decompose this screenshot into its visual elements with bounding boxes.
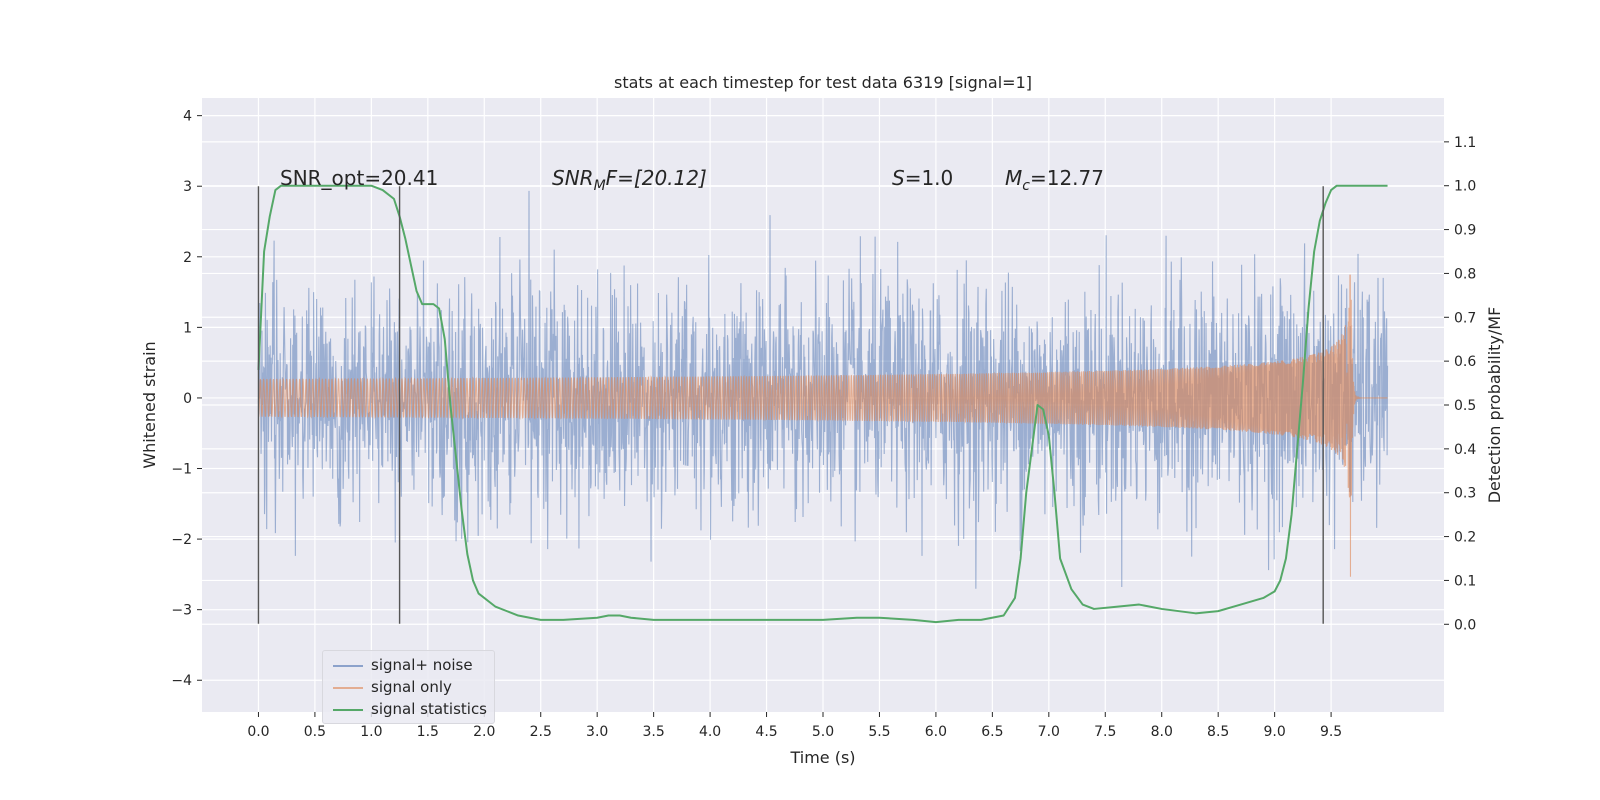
legend-item-signal-statistics: signal statistics bbox=[323, 698, 494, 720]
y-left-tick-label-1: −3 bbox=[171, 603, 192, 619]
x-tick-label-16: 8.0 bbox=[1151, 724, 1173, 740]
legend-label-signal-only: signal only bbox=[371, 678, 452, 696]
x-tick-label-5: 2.5 bbox=[530, 724, 552, 740]
y-right-tick-label-5: 0.5 bbox=[1454, 398, 1476, 414]
legend-swatch-signal-only bbox=[333, 687, 363, 689]
x-tick-label-1: 0.5 bbox=[304, 724, 326, 740]
annotation-mc: Mc=12.77 bbox=[1005, 166, 1104, 194]
y-right-tick-label-1: 0.1 bbox=[1454, 573, 1476, 589]
x-tick-label-11: 5.5 bbox=[868, 724, 890, 740]
x-tick-label-9: 4.5 bbox=[755, 724, 777, 740]
legend-item-signal-noise: signal+ noise bbox=[323, 654, 494, 676]
y-left-tick-label-7: 3 bbox=[183, 179, 192, 195]
y-left-tick-label-5: 1 bbox=[183, 320, 192, 336]
x-tick-label-18: 9.0 bbox=[1264, 724, 1286, 740]
x-tick-label-12: 6.0 bbox=[925, 724, 947, 740]
y-right-tick-label-6: 0.6 bbox=[1454, 354, 1476, 370]
y-right-tick-label-7: 0.7 bbox=[1454, 310, 1476, 326]
y-axis-label-left: Whitened strain bbox=[140, 341, 159, 468]
annotation-s: S=1.0 bbox=[892, 166, 953, 190]
annotation-s-value: =1.0 bbox=[905, 166, 954, 190]
y-right-tick-label-3: 0.3 bbox=[1454, 486, 1476, 502]
x-tick-label-8: 4.0 bbox=[699, 724, 721, 740]
annotation-snr-mf: SNRMF=[20.12] bbox=[552, 166, 707, 194]
legend-label-signal-statistics: signal statistics bbox=[371, 700, 488, 718]
annotation-mc-sub: c bbox=[1022, 178, 1030, 194]
x-tick-label-13: 6.5 bbox=[981, 724, 1003, 740]
x-tick-label-15: 7.5 bbox=[1094, 724, 1116, 740]
annotation-s-label: S bbox=[892, 166, 905, 190]
y-left-tick-label-0: −4 bbox=[171, 673, 192, 689]
y-axis-label-right: Detection probability/MF bbox=[1485, 307, 1504, 504]
signal-statistics-line bbox=[257, 184, 1388, 624]
annotation-mc-label: M bbox=[1005, 166, 1022, 190]
x-tick-label-3: 1.5 bbox=[417, 724, 439, 740]
y-right-tick-label-8: 0.8 bbox=[1454, 266, 1476, 282]
x-tick-label-19: 9.5 bbox=[1320, 724, 1342, 740]
annotation-snr-opt: SNR_opt=20.41 bbox=[280, 166, 438, 190]
legend-item-signal-only: signal only bbox=[323, 676, 494, 698]
y-left-tick-label-4: 0 bbox=[183, 391, 192, 407]
x-tick-label-0: 0.0 bbox=[247, 724, 269, 740]
annotation-snr-mf-sub: M bbox=[594, 178, 606, 194]
y-left-tick-label-2: −2 bbox=[171, 532, 192, 548]
vertical-markers bbox=[257, 186, 1324, 624]
legend: signal+ noise signal only signal statist… bbox=[322, 650, 495, 724]
legend-label-signal-noise: signal+ noise bbox=[371, 656, 473, 674]
x-tick-label-14: 7.0 bbox=[1038, 724, 1060, 740]
legend-swatch-signal-noise bbox=[333, 665, 363, 667]
y-left-tick-label-8: 4 bbox=[183, 109, 192, 125]
x-tick-label-4: 2.0 bbox=[473, 724, 495, 740]
annotation-snr-mf-rest: F=[20.12] bbox=[606, 166, 707, 190]
x-tick-label-10: 5.0 bbox=[812, 724, 834, 740]
y-right-tick-label-0: 0.0 bbox=[1454, 617, 1476, 633]
x-tick-label-7: 3.5 bbox=[643, 724, 665, 740]
y-left-tick-label-6: 2 bbox=[183, 250, 192, 266]
y-right-tick-label-2: 0.2 bbox=[1454, 530, 1476, 546]
axis-ticks: 0.0 0.5 1.0 1.5 2.0 2.5 3.0 3.5 4.0 4.5 5.0 5.5 6.0 6… bbox=[171, 109, 1476, 740]
annotation-mc-value: =12.77 bbox=[1030, 166, 1104, 190]
y-right-tick-label-10: 1.0 bbox=[1454, 179, 1476, 195]
x-tick-label-2: 1.0 bbox=[360, 724, 382, 740]
x-axis-label: Time (s) bbox=[789, 748, 855, 767]
annotation-snr-mf-base: SNR bbox=[552, 166, 594, 190]
y-right-tick-label-4: 0.4 bbox=[1454, 442, 1476, 458]
x-tick-label-6: 3.0 bbox=[586, 724, 608, 740]
y-left-tick-label-3: −1 bbox=[171, 462, 192, 478]
y-right-tick-label-9: 0.9 bbox=[1454, 223, 1476, 239]
x-tick-label-17: 8.5 bbox=[1207, 724, 1229, 740]
y-right-tick-label-11: 1.1 bbox=[1454, 135, 1476, 151]
series-signal-statistics bbox=[257, 184, 1388, 624]
legend-swatch-signal-statistics bbox=[333, 709, 363, 711]
series-signal-only bbox=[257, 274, 1388, 577]
signal-only-line bbox=[257, 274, 1388, 577]
chart-title: stats at each timestep for test data 631… bbox=[614, 73, 1032, 92]
